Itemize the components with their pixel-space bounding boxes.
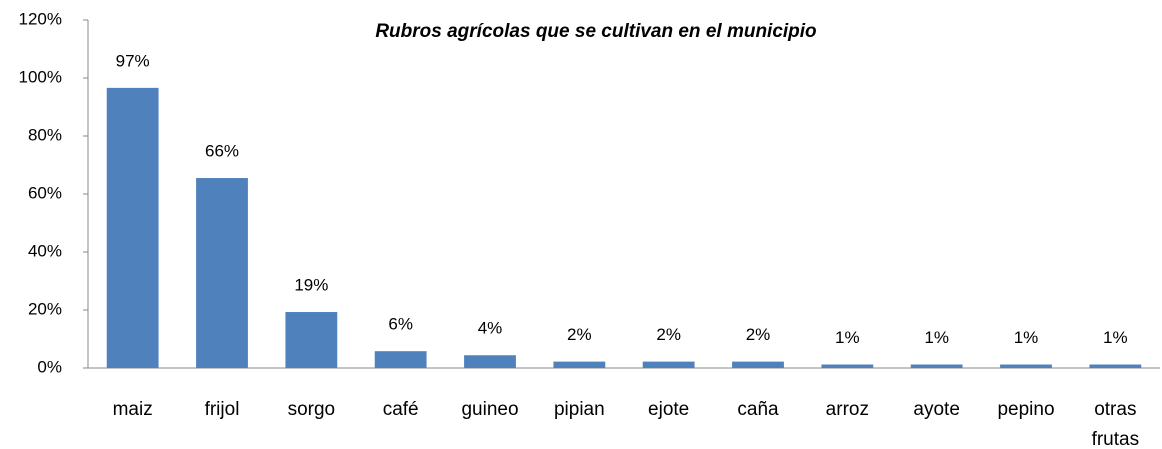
- value-label: 2%: [567, 325, 592, 344]
- x-tick-label: ejote: [648, 399, 690, 420]
- value-label: 1%: [1103, 328, 1128, 347]
- value-label: 4%: [478, 319, 503, 338]
- bar: [553, 361, 606, 368]
- bar: [910, 364, 963, 368]
- x-tick-label: frijol: [204, 399, 240, 420]
- bar: [374, 351, 427, 368]
- y-tick-label: 40%: [28, 241, 62, 260]
- value-label: 1%: [924, 328, 949, 347]
- x-tick-label: caña: [737, 399, 779, 420]
- x-tick-label: café: [382, 399, 419, 420]
- value-label: 6%: [388, 315, 413, 334]
- value-label: 2%: [656, 325, 681, 344]
- bar: [106, 87, 159, 369]
- bar: [732, 361, 784, 368]
- x-tick-label: pipian: [553, 399, 605, 420]
- y-tick-label: 60%: [28, 183, 62, 202]
- y-tick-label: 80%: [28, 125, 62, 144]
- bar: [196, 178, 248, 368]
- value-label: 2%: [746, 325, 771, 344]
- chart-title: Rubros agrícolas que se cultivan en el m…: [375, 21, 816, 42]
- bar: [464, 355, 516, 368]
- bar: [1089, 364, 1142, 368]
- y-tick-label: 0%: [37, 357, 62, 376]
- x-tick-label: otras frutas: [1091, 399, 1140, 449]
- value-label: 66%: [205, 142, 239, 161]
- bar: [821, 364, 874, 368]
- x-tick-label: ayote: [913, 399, 960, 420]
- bar: [642, 361, 695, 368]
- x-tick-label: pepino: [997, 399, 1055, 420]
- bar: [1000, 364, 1052, 368]
- y-tick-label: 100%: [19, 67, 62, 86]
- value-label: 19%: [294, 276, 328, 295]
- y-tick-label: 120%: [19, 9, 62, 28]
- x-tick-label: maiz: [112, 399, 153, 420]
- value-label: 1%: [1014, 328, 1039, 347]
- value-label: 97%: [116, 51, 150, 70]
- bar: [285, 312, 338, 368]
- x-tick-label: sorgo: [287, 399, 336, 420]
- x-tick-label: guineo: [461, 399, 519, 420]
- x-tick-label: arroz: [825, 399, 869, 420]
- y-tick-label: 20%: [28, 299, 62, 318]
- value-label: 1%: [835, 328, 860, 347]
